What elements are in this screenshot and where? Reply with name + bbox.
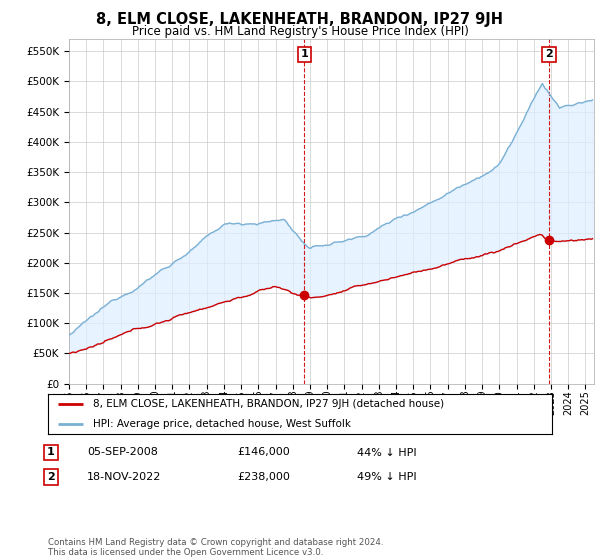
Text: 44% ↓ HPI: 44% ↓ HPI [357, 447, 416, 458]
Text: 8, ELM CLOSE, LAKENHEATH, BRANDON, IP27 9JH: 8, ELM CLOSE, LAKENHEATH, BRANDON, IP27 … [97, 12, 503, 27]
Text: 2: 2 [545, 49, 553, 59]
Text: Contains HM Land Registry data © Crown copyright and database right 2024.
This d: Contains HM Land Registry data © Crown c… [48, 538, 383, 557]
Text: £238,000: £238,000 [237, 472, 290, 482]
Text: 05-SEP-2008: 05-SEP-2008 [87, 447, 158, 458]
Text: 2: 2 [47, 472, 55, 482]
Text: 1: 1 [301, 49, 308, 59]
Text: 8, ELM CLOSE, LAKENHEATH, BRANDON, IP27 9JH (detached house): 8, ELM CLOSE, LAKENHEATH, BRANDON, IP27 … [94, 399, 445, 409]
Text: HPI: Average price, detached house, West Suffolk: HPI: Average price, detached house, West… [94, 419, 352, 429]
Text: 1: 1 [47, 447, 55, 458]
Text: £146,000: £146,000 [237, 447, 290, 458]
Text: 49% ↓ HPI: 49% ↓ HPI [357, 472, 416, 482]
Text: Price paid vs. HM Land Registry's House Price Index (HPI): Price paid vs. HM Land Registry's House … [131, 25, 469, 38]
Text: 18-NOV-2022: 18-NOV-2022 [87, 472, 161, 482]
